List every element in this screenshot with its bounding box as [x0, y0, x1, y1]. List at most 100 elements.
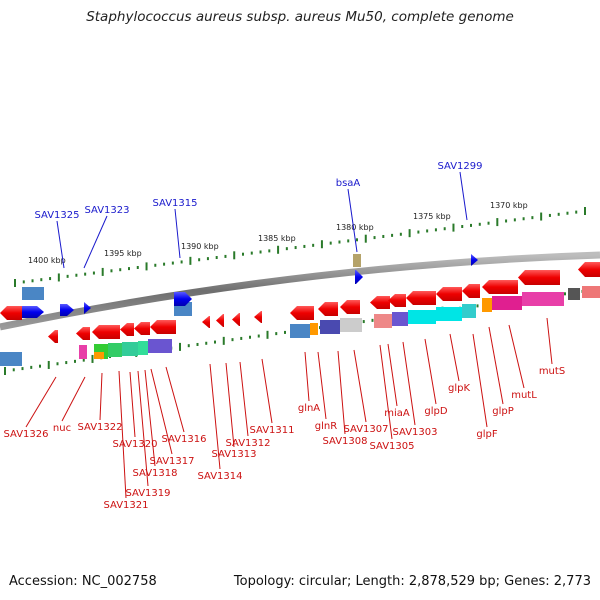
reverse-gene-arrow[interactable] [48, 330, 58, 343]
reverse-gene-arrow[interactable] [92, 325, 120, 339]
outer-track-major-tick [14, 279, 16, 287]
forward-gene-label[interactable]: SAV1325 [34, 210, 79, 221]
forward-gene-arrow[interactable] [471, 254, 478, 266]
reverse-gene-label[interactable]: SAV1311 [249, 425, 294, 436]
reverse-gene-label[interactable]: SAV1303 [392, 427, 437, 438]
reverse-gene-leader-line [209, 363, 221, 470]
forward-gene-arrow[interactable] [174, 292, 192, 306]
reverse-gene-arrow[interactable] [0, 306, 22, 320]
reverse-gene-arrow[interactable] [120, 323, 134, 336]
reverse-gene-arrow[interactable] [482, 280, 518, 294]
reverse-gene-label[interactable]: nuc [53, 423, 71, 434]
outer-track-dot [163, 262, 166, 266]
outer-track-dot [268, 249, 271, 253]
kbp-label: 1380 kbp [336, 223, 374, 232]
reverse-gene-arrow[interactable] [216, 314, 224, 327]
reverse-gene-label[interactable]: SAV1308 [322, 436, 367, 447]
reverse-gene-label[interactable]: SAV1314 [197, 471, 242, 482]
reverse-gene-label[interactable]: mutL [511, 390, 537, 401]
reverse-gene-label[interactable]: SAV1316 [161, 434, 206, 445]
feature-box [482, 298, 492, 312]
outer-track-major-tick [233, 251, 236, 260]
reverse-gene-label[interactable]: glpK [448, 383, 470, 394]
reverse-gene-arrow[interactable] [290, 306, 314, 320]
inner-track-major-tick [4, 367, 6, 375]
accession-text: Accession: NC_002758 [9, 574, 157, 589]
reverse-gene-arrow[interactable] [254, 311, 262, 323]
topology-text: Topology: circular; Length: 2,878,529 bp… [233, 574, 591, 589]
reverse-gene-label[interactable]: SAV1305 [369, 441, 414, 452]
reverse-gene-label[interactable]: glpD [424, 406, 447, 417]
outer-track-major-tick [496, 218, 499, 227]
reverse-gene-arrow[interactable] [578, 262, 600, 277]
feature-box [462, 304, 476, 318]
kbp-label: 1390 kbp [181, 242, 219, 251]
reverse-gene-leader-line [239, 361, 249, 437]
reverse-gene-label[interactable]: SAV1318 [132, 468, 177, 479]
outer-track-dot [338, 240, 341, 244]
reverse-gene-leader-line [261, 358, 273, 424]
outer-track-dot [294, 246, 297, 250]
gene-callouts: SAV1325 SAV1323 SAV1315 bsaA SAV1299 SAV1326 n… [3, 161, 565, 511]
forward-gene-label[interactable]: SAV1315 [152, 198, 197, 209]
outer-track-dot [136, 265, 139, 269]
forward-gene-label[interactable]: SAV1323 [84, 205, 129, 216]
reverse-gene-arrow[interactable] [232, 313, 240, 326]
outer-track-major-tick [101, 267, 104, 276]
forward-gene-arrow[interactable] [22, 306, 44, 318]
reverse-gene-label[interactable]: SAV1326 [3, 429, 48, 440]
reverse-gene-arrow[interactable] [388, 294, 406, 307]
feature-box [392, 312, 408, 326]
reverse-gene-arrow[interactable] [202, 316, 210, 328]
outer-track-dot [206, 257, 209, 261]
inner-track-major-tick [91, 354, 94, 363]
forward-gene-label[interactable]: SAV1299 [437, 161, 482, 172]
inner-track-major-tick [179, 342, 181, 351]
reverse-gene-arrow[interactable] [318, 302, 338, 316]
reverse-gene-label[interactable]: SAV1319 [125, 488, 170, 499]
reverse-gene-label[interactable]: glnR [315, 421, 337, 432]
reverse-gene-label[interactable]: glpF [476, 429, 497, 440]
outer-track-dot [557, 212, 560, 216]
reverse-gene-label[interactable]: mutS [539, 366, 565, 377]
reverse-gene-label[interactable]: miaA [384, 408, 410, 419]
outer-track-dot [513, 218, 516, 222]
reverse-gene-arrow[interactable] [340, 300, 360, 314]
reverse-gene-arrow[interactable] [150, 320, 176, 334]
reverse-gene-arrow[interactable] [134, 322, 150, 335]
reverse-gene-label[interactable]: glnA [298, 403, 320, 414]
reverse-gene-label[interactable]: SAV1312 [225, 438, 270, 449]
feature-box [582, 286, 600, 298]
reverse-gene-label[interactable]: SAV1322 [77, 422, 122, 433]
forward-gene-label[interactable]: bsaA [336, 178, 361, 189]
reverse-gene-arrow[interactable] [406, 291, 436, 305]
outer-track-dot [434, 228, 437, 232]
reverse-gene-leader-line [144, 369, 156, 467]
reverse-gene-arrow[interactable] [370, 296, 390, 309]
outer-tick-track [14, 207, 586, 287]
reverse-gene-label[interactable]: SAV1317 [149, 456, 194, 467]
reverse-gene-arrow[interactable] [436, 287, 462, 301]
reverse-gene-leader-line [150, 368, 173, 455]
forward-gene-arrow[interactable] [355, 270, 363, 284]
reverse-gene-label[interactable]: SAV1313 [211, 449, 256, 460]
reverse-gene-label[interactable]: SAV1320 [112, 439, 157, 450]
forward-gene-leader-line [459, 171, 468, 221]
map-title: Staphylococcus aureus subsp. aureus Mu50… [86, 9, 514, 25]
reverse-gene-label[interactable]: glpP [492, 406, 514, 417]
kbp-label: 1385 kbp [258, 234, 296, 243]
outer-track-dot [31, 279, 34, 283]
forward-gene-arrow[interactable] [60, 304, 74, 316]
outer-track-dot [548, 213, 551, 217]
reverse-gene-leader-line [508, 324, 525, 389]
reverse-gene-arrow[interactable] [76, 327, 90, 340]
reverse-gene-arrow[interactable] [518, 270, 560, 285]
forward-gene-arrow[interactable] [84, 302, 91, 314]
reverse-gene-arrow[interactable] [462, 284, 480, 298]
feature-box [22, 287, 44, 300]
reverse-gene-label[interactable]: SAV1307 [343, 424, 388, 435]
reverse-gene-leader-line [118, 370, 127, 499]
reverse-gene-label[interactable]: SAV1321 [103, 500, 148, 511]
inner-track-dot [39, 364, 41, 368]
feature-box [94, 352, 104, 359]
